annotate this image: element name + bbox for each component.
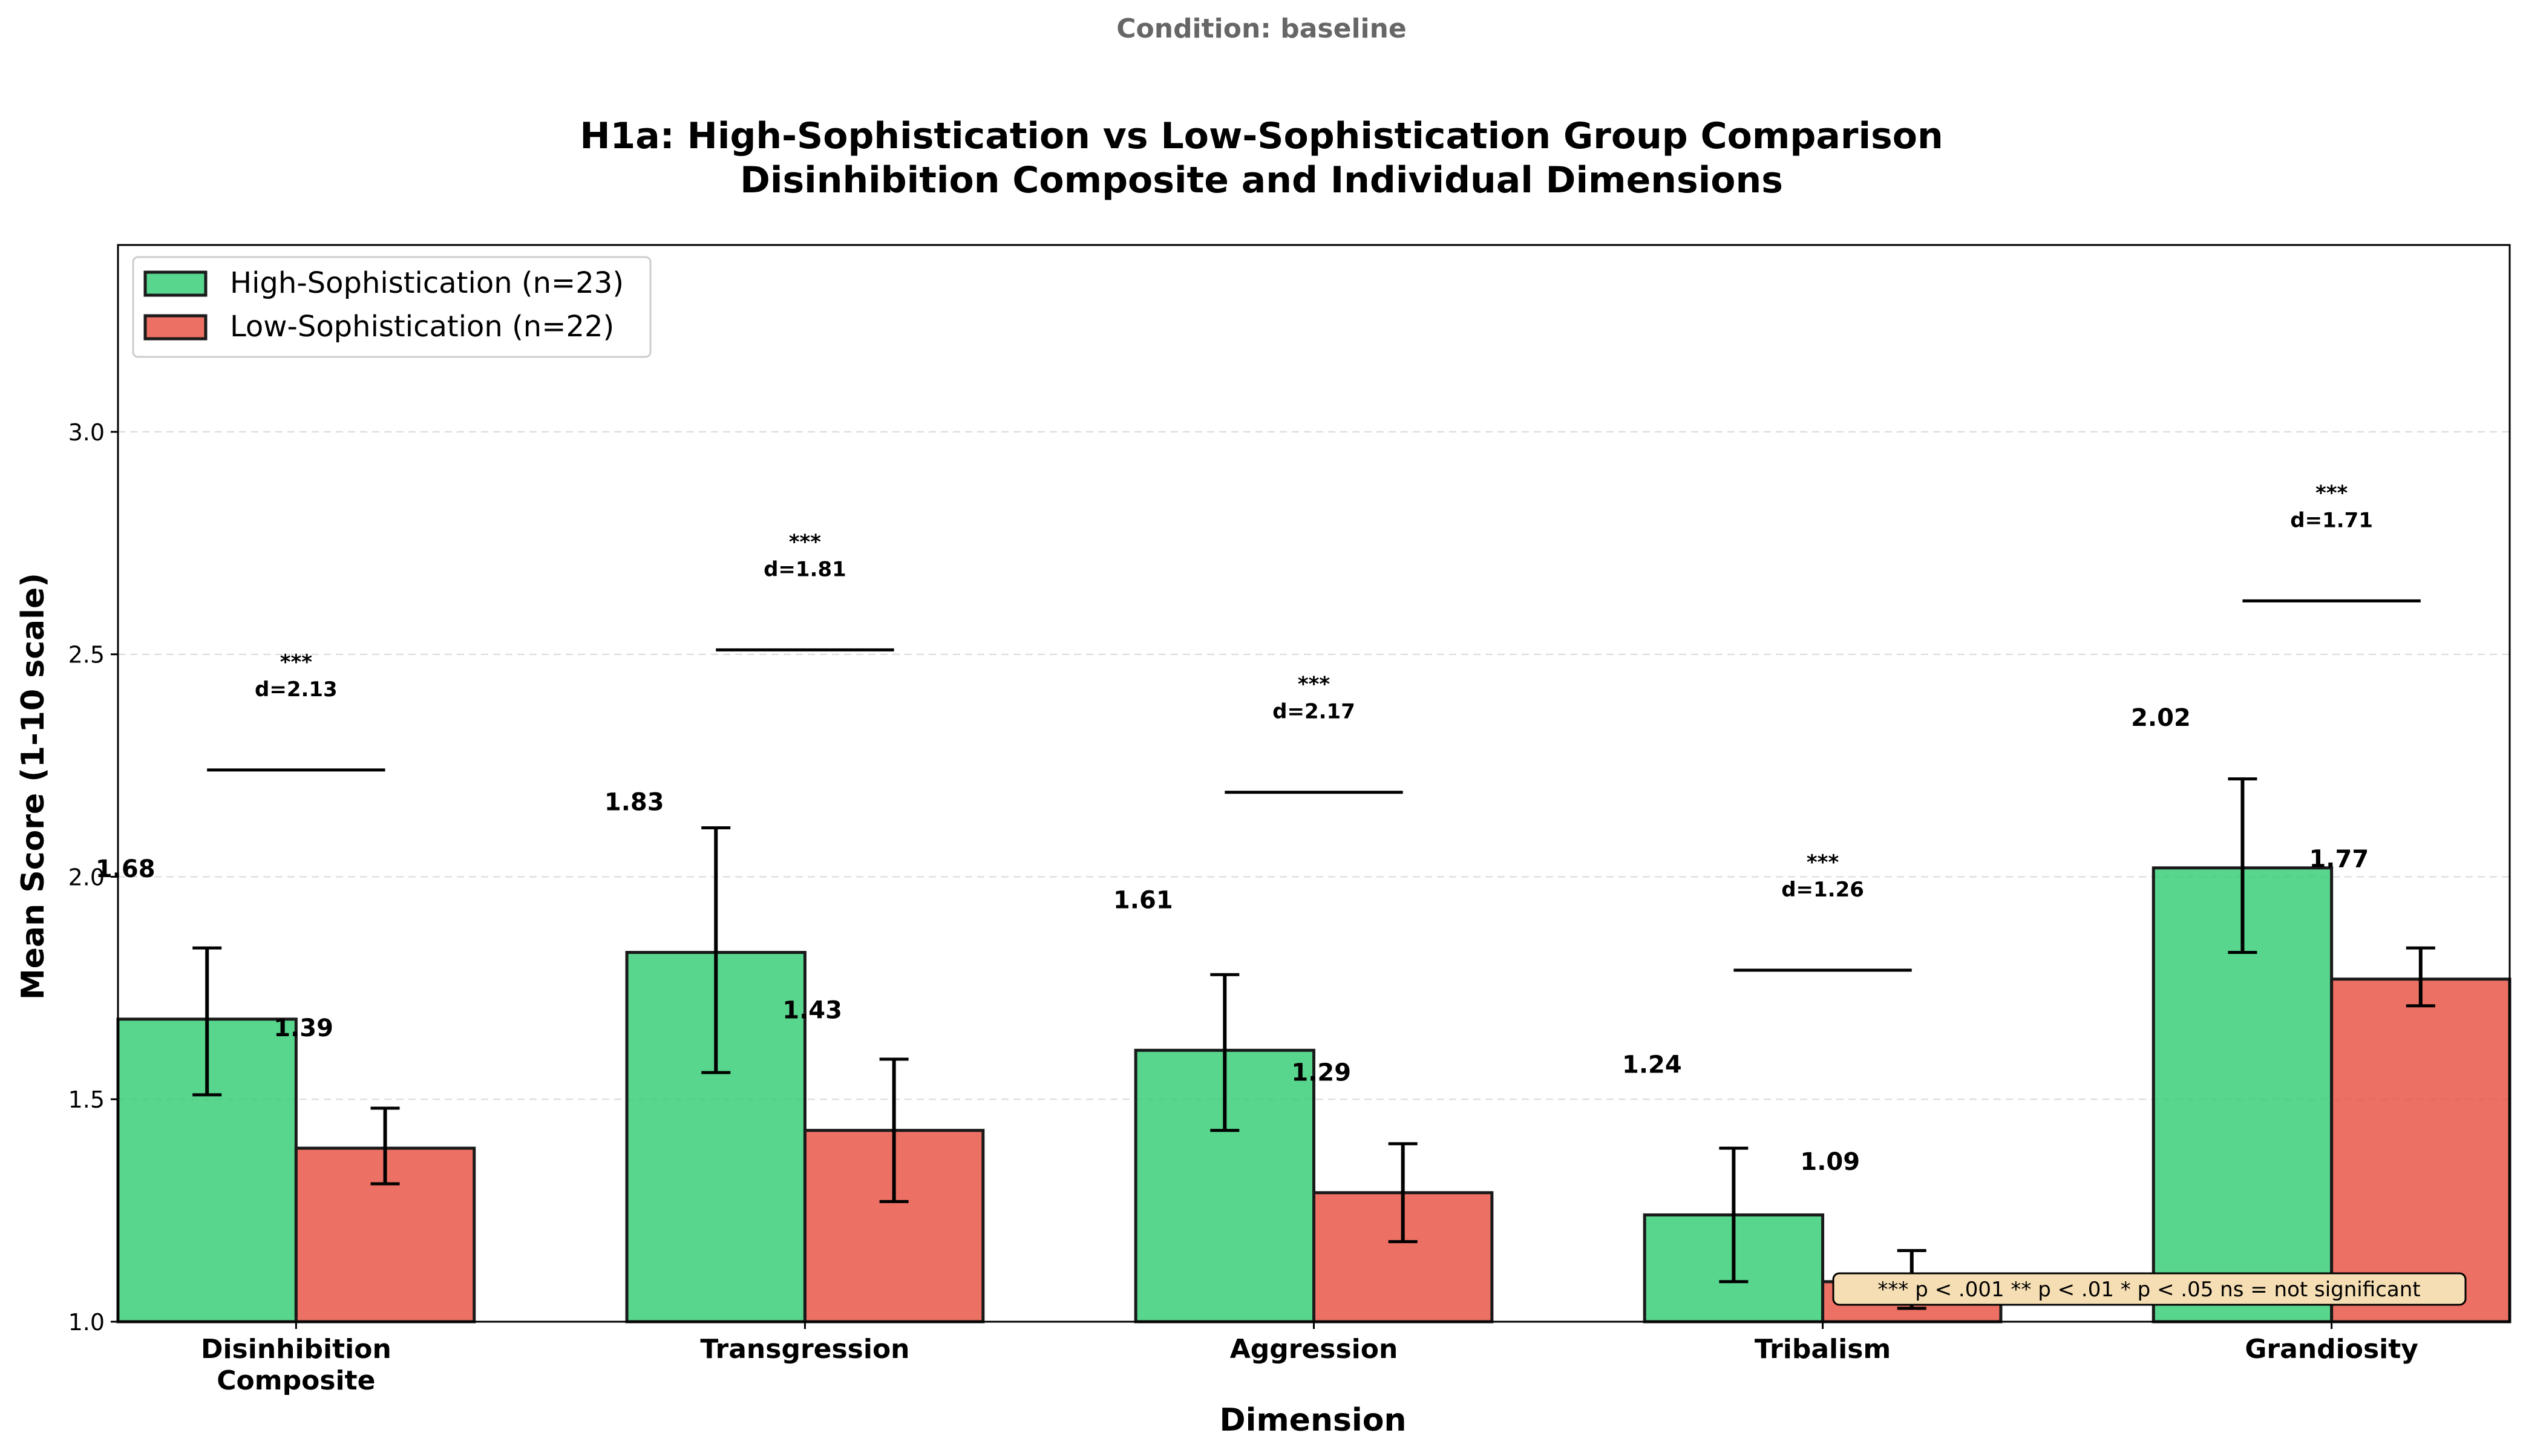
high-value-label: 1.83 xyxy=(604,789,664,817)
significance-stars: *** xyxy=(280,650,313,674)
low-value-label: 1.43 xyxy=(782,997,842,1025)
significance-stars: *** xyxy=(789,530,822,554)
effect-size-label: d=2.13 xyxy=(255,677,338,702)
low-value-label: 1.29 xyxy=(1291,1059,1351,1087)
legend-box xyxy=(132,256,652,358)
effect-size-label: d=1.71 xyxy=(2290,508,2373,532)
high-legend-label: High-Sophistication (n=23) xyxy=(230,266,624,300)
gridlines xyxy=(118,431,2510,1100)
x-tick-label: Grandiosity xyxy=(2245,1334,2418,1365)
low-value-label: 1.77 xyxy=(2309,846,2369,873)
low-sophistication-bar xyxy=(2330,978,2512,1324)
y-tick-label: 3.0 xyxy=(68,419,105,446)
legend: High-Sophistication (n=23) Low-Sophistica… xyxy=(132,256,652,358)
high-value-label: 1.68 xyxy=(96,855,155,883)
significance-stars: *** xyxy=(1298,673,1330,697)
significance-note: *** p < .001 ** p < .01 * p < .05 ns = n… xyxy=(1832,1272,2467,1306)
x-tick-label: Composite xyxy=(217,1365,375,1396)
y-axis-label: Mean Score (1-10 scale) xyxy=(15,573,51,1000)
x-axis-label: Dimension xyxy=(1220,1402,1407,1438)
y-tick-label: 1.5 xyxy=(68,1086,105,1113)
x-tick-label: Aggression xyxy=(1230,1334,1398,1365)
low-value-label: 1.39 xyxy=(273,1014,333,1042)
chart-title-line-1: H1a: High-Sophistication vs Low-Sophisti… xyxy=(580,115,1943,157)
note-text: *** p < .001 ** p < .01 * p < .05 ns = n… xyxy=(1877,1278,2420,1302)
high-legend-swatch xyxy=(143,270,208,297)
y-tick-label: 2.0 xyxy=(68,864,105,890)
x-tick-label: Disinhibition xyxy=(201,1334,391,1365)
high-value-label: 1.61 xyxy=(1113,886,1173,914)
bars xyxy=(116,866,2512,1324)
low-value-label: 1.09 xyxy=(1800,1148,1860,1176)
effect-size-label: d=2.17 xyxy=(1272,700,1355,724)
high-value-label: 1.24 xyxy=(1622,1051,1682,1079)
low-legend-label: Low-Sophistication (n=22) xyxy=(230,310,614,344)
high-value-label: 2.02 xyxy=(2131,704,2191,732)
x-tick-label: Transgression xyxy=(700,1334,909,1365)
x-tick-label: Tribalism xyxy=(1755,1334,1891,1365)
y-tick-label: 2.5 xyxy=(68,642,105,668)
note-box xyxy=(1832,1272,2467,1306)
annotations: 1.68 1.83 1.61 1.24 2.02 1.39 1.43 1.29 1.09 1.77… xyxy=(96,481,2435,1310)
significance-stars: *** xyxy=(1807,850,1839,875)
low-legend-swatch xyxy=(143,314,208,341)
effect-size-label: d=1.26 xyxy=(1781,878,1864,902)
significance-stars: *** xyxy=(2315,481,2348,505)
chart-title-line-2: Disinhibition Composite and Individual D… xyxy=(740,159,1783,201)
effect-size-label: d=1.81 xyxy=(764,557,846,581)
y-tick-label: 1.0 xyxy=(68,1309,105,1336)
chart-suptitle: Condition: baseline xyxy=(1116,13,1407,44)
